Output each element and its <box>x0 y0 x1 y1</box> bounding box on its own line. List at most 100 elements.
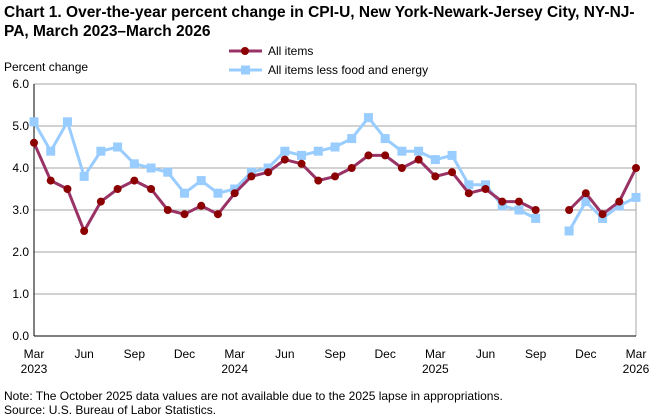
x-tick-label: Jun <box>476 347 495 361</box>
data-point <box>30 138 38 147</box>
data-point <box>96 197 105 206</box>
data-point <box>564 226 574 236</box>
data-point <box>63 185 72 193</box>
y-tick-label: 4.0 <box>12 161 29 175</box>
data-point <box>246 167 256 177</box>
data-point <box>414 155 423 164</box>
data-point <box>481 185 490 193</box>
data-point <box>113 142 123 152</box>
y-tick-label: 2.0 <box>12 245 29 259</box>
x-tick-label: Sep <box>324 347 346 361</box>
x-tick-year: 2025 <box>422 362 449 376</box>
data-point <box>230 184 240 194</box>
data-point <box>29 117 39 127</box>
x-tick-label: Dec <box>374 347 395 361</box>
legend-label: All items less food and energy <box>268 63 428 77</box>
data-point <box>380 134 390 144</box>
data-point <box>347 164 356 172</box>
x-tick-year: 2023 <box>21 362 48 376</box>
legend-label: All items <box>268 44 313 58</box>
data-point <box>481 180 490 190</box>
data-point <box>414 146 424 156</box>
data-point <box>146 163 156 173</box>
data-point <box>46 176 55 185</box>
data-point <box>347 134 357 144</box>
data-point <box>129 159 139 169</box>
data-point <box>364 151 373 160</box>
y-tick-label: 3.0 <box>12 203 29 217</box>
data-point <box>297 159 306 168</box>
y-tick-label: 6.0 <box>12 77 29 91</box>
data-point <box>581 189 590 198</box>
x-tick-year: 2026 <box>623 362 650 376</box>
x-tick-label: Dec <box>174 347 195 361</box>
data-point <box>280 155 289 164</box>
y-axis-label: Percent change <box>4 60 88 74</box>
data-point <box>397 146 407 156</box>
data-point <box>397 164 406 172</box>
data-point <box>62 117 72 127</box>
data-point <box>447 150 457 160</box>
data-point <box>80 227 89 235</box>
legend-marker <box>241 47 249 55</box>
data-point <box>514 197 523 206</box>
data-point <box>631 192 641 202</box>
x-tick-label: Mar <box>626 347 647 361</box>
data-point <box>247 172 256 181</box>
data-point <box>180 210 189 219</box>
data-point <box>196 176 206 186</box>
data-point <box>79 171 89 181</box>
chart-title: Chart 1. Over-the-year percent change in… <box>4 4 635 40</box>
chart-note: Note: The October 2025 data values are n… <box>4 389 503 403</box>
x-tick-label: Jun <box>275 347 294 361</box>
data-point <box>213 188 223 198</box>
data-point <box>381 151 390 160</box>
data-point <box>330 142 340 152</box>
data-point <box>464 180 474 190</box>
data-point <box>113 185 122 193</box>
data-point <box>464 189 473 198</box>
data-point <box>297 150 307 160</box>
y-tick-label: 0.0 <box>12 329 29 343</box>
data-point <box>598 210 607 219</box>
data-point <box>531 206 540 214</box>
data-point <box>163 206 172 214</box>
data-point <box>163 167 173 177</box>
data-point <box>598 213 608 223</box>
data-point <box>565 206 574 214</box>
y-tick-label: 5.0 <box>12 119 29 133</box>
x-tick-label: Sep <box>124 347 146 361</box>
data-point <box>615 197 624 206</box>
data-point <box>147 185 156 193</box>
data-point <box>331 172 339 181</box>
x-tick-year: 2024 <box>221 362 248 376</box>
data-point <box>263 163 273 173</box>
data-point <box>430 155 440 165</box>
data-point <box>180 188 189 198</box>
data-point <box>230 189 239 198</box>
data-point <box>632 164 640 172</box>
x-tick-label: Mar <box>425 347 446 361</box>
data-point <box>96 146 106 156</box>
x-tick-label: Jun <box>74 347 93 361</box>
data-point <box>363 113 373 123</box>
data-point <box>448 168 457 177</box>
y-tick-label: 1.0 <box>12 287 29 301</box>
data-point <box>313 146 323 156</box>
data-point <box>431 172 440 181</box>
chart-source: Source: U.S. Bureau of Labor Statistics. <box>4 403 217 417</box>
data-point <box>130 176 139 185</box>
data-point <box>213 210 222 219</box>
data-point <box>514 205 524 215</box>
x-tick-label: Mar <box>24 347 45 361</box>
data-point <box>581 197 591 207</box>
data-point <box>280 146 290 156</box>
data-point <box>197 201 206 210</box>
x-tick-label: Sep <box>525 347 547 361</box>
x-tick-label: Mar <box>224 347 245 361</box>
data-point <box>531 213 541 223</box>
data-point <box>498 197 507 206</box>
data-point <box>46 146 56 156</box>
